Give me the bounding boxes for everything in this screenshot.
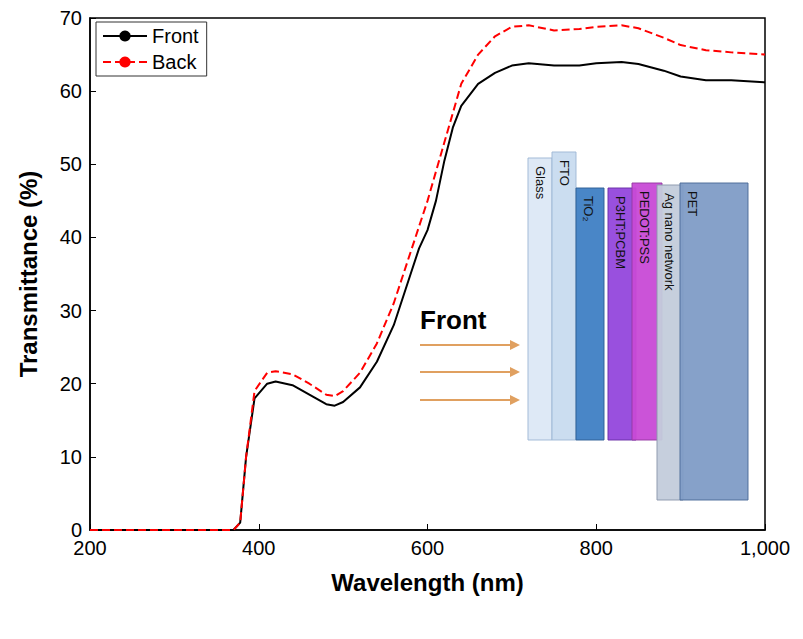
svg-text:1,000: 1,000	[740, 537, 790, 559]
svg-text:40: 40	[60, 226, 82, 248]
svg-text:30: 30	[60, 300, 82, 322]
svg-text:200: 200	[73, 537, 106, 559]
svg-text:P3HT:PCBM: P3HT:PCBM	[613, 196, 628, 269]
svg-text:TiO₂: TiO₂	[581, 196, 596, 222]
svg-text:0: 0	[70, 519, 82, 541]
svg-text:Ag nano network: Ag nano network	[662, 193, 677, 291]
svg-text:FTO: FTO	[557, 160, 572, 186]
svg-text:600: 600	[411, 537, 444, 559]
svg-text:Front: Front	[420, 305, 487, 335]
svg-text:Glass: Glass	[533, 166, 548, 200]
svg-text:20: 20	[60, 373, 82, 395]
svg-text:400: 400	[242, 537, 275, 559]
svg-text:50: 50	[60, 153, 82, 175]
svg-text:60: 60	[60, 80, 82, 102]
svg-text:PET: PET	[685, 191, 700, 216]
svg-text:70: 70	[60, 7, 82, 29]
svg-text:Front: Front	[152, 25, 199, 47]
svg-text:PEDOT:PSS: PEDOT:PSS	[637, 191, 652, 264]
svg-text:10: 10	[60, 446, 82, 468]
svg-text:Back: Back	[152, 51, 197, 73]
svg-text:800: 800	[580, 537, 613, 559]
svg-text:Wavelength (nm): Wavelength (nm)	[331, 569, 523, 596]
svg-text:Transmittance (%): Transmittance (%)	[15, 171, 42, 378]
